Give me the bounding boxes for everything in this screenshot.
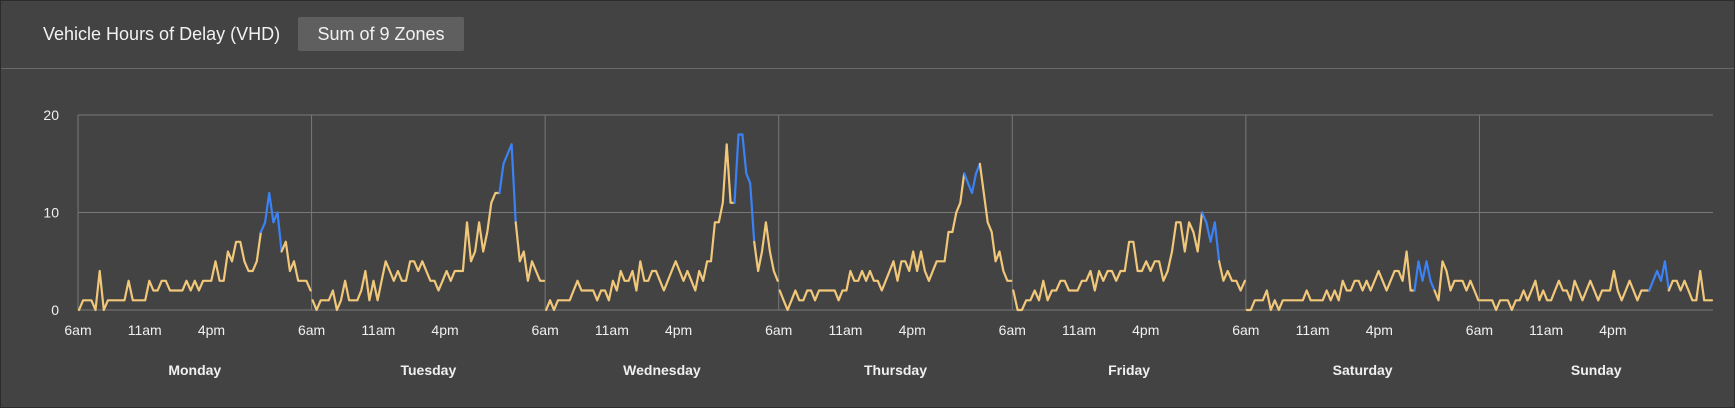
day-label-sunday: Sunday — [1571, 362, 1622, 378]
x-tick-label: 6am — [999, 322, 1026, 338]
series-line-saturday — [1245, 250, 1416, 312]
series-line-peak-saturday — [1413, 260, 1436, 292]
x-tick-label: 11am — [1296, 322, 1330, 338]
day-label-tuesday: Tuesday — [400, 362, 456, 378]
series-line-peak-thursday — [963, 162, 982, 195]
x-tick-label: 11am — [595, 322, 629, 338]
y-tick-label: 0 — [51, 302, 59, 318]
series-line-thursday — [978, 162, 1013, 282]
series-line-monday — [280, 240, 312, 292]
series-line-thursday — [778, 172, 966, 312]
series-line-saturday — [1433, 260, 1480, 302]
x-tick-label: 11am — [828, 322, 862, 338]
x-tick-label: 6am — [1232, 322, 1259, 338]
day-label-saturday: Saturday — [1333, 362, 1393, 378]
x-tick-label: 11am — [361, 322, 395, 338]
x-tick-label: 6am — [64, 322, 91, 338]
series-line-wednesday — [753, 221, 779, 282]
x-tick-label: 4pm — [1132, 322, 1159, 338]
series-line-wednesday — [544, 143, 736, 312]
series-line-tuesday — [311, 191, 501, 312]
x-tick-label: 4pm — [431, 322, 458, 338]
x-tick-label: 4pm — [1366, 322, 1393, 338]
x-tick-label: 4pm — [1599, 322, 1626, 338]
series-line-peak-wednesday — [733, 133, 756, 243]
zone-selector-button[interactable]: Sum of 9 Zones — [298, 17, 464, 51]
x-tick-label: 4pm — [899, 322, 926, 338]
series-line-peak-sunday — [1648, 260, 1670, 292]
series-line-friday — [1012, 211, 1204, 312]
x-tick-label: 6am — [532, 322, 559, 338]
day-label-thursday: Thursday — [864, 362, 927, 378]
day-label-friday: Friday — [1108, 362, 1150, 378]
y-tick-label: 10 — [43, 205, 59, 221]
series-line-peak-tuesday — [498, 143, 517, 224]
x-tick-label: 11am — [1529, 322, 1563, 338]
series-line-monday — [77, 230, 262, 312]
series-line-peak-monday — [259, 191, 283, 253]
day-label-wednesday: Wednesday — [623, 362, 701, 378]
x-tick-label: 4pm — [665, 322, 692, 338]
x-tick-label: 4pm — [198, 322, 225, 338]
series-line-sunday — [1667, 269, 1714, 302]
day-label-monday: Monday — [168, 362, 221, 378]
x-tick-label: 11am — [128, 322, 162, 338]
x-tick-label: 6am — [765, 322, 792, 338]
series-line-peak-friday — [1200, 211, 1221, 263]
series-line-sunday — [1479, 269, 1651, 312]
x-tick-label: 6am — [1466, 322, 1493, 338]
series-line-tuesday — [514, 221, 546, 282]
panel-header: Vehicle Hours of Delay (VHD) Sum of 9 Zo… — [1, 1, 1734, 69]
y-tick-label: 20 — [43, 107, 59, 123]
x-tick-label: 6am — [298, 322, 325, 338]
x-tick-label: 11am — [1062, 322, 1096, 338]
series-line-friday — [1217, 260, 1247, 292]
panel-title: Vehicle Hours of Delay (VHD) — [43, 24, 281, 44]
